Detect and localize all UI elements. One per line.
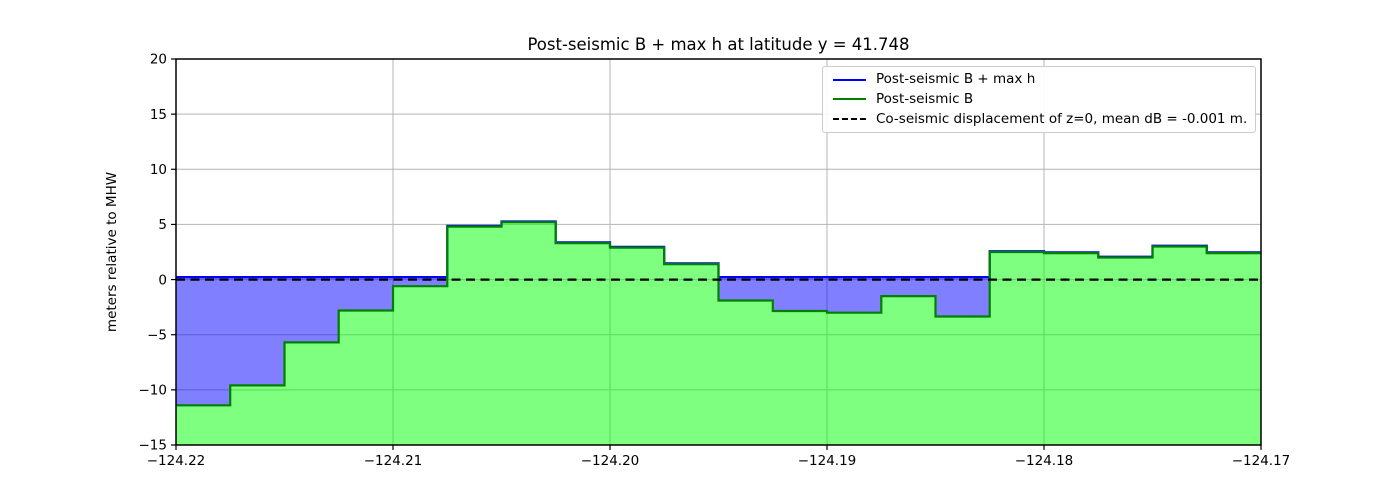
svg-text:−124.22: −124.22 <box>147 453 206 469</box>
svg-text:−124.18: −124.18 <box>1015 453 1074 469</box>
legend-row-coseismic: Co-seismic displacement of z=0, mean dB … <box>833 110 1248 127</box>
post-seismic-b-line <box>176 221 1261 407</box>
legend-label-coseismic: Co-seismic displacement of z=0, mean dB … <box>876 110 1248 127</box>
legend-line-sample-blue <box>833 78 866 81</box>
legend-line-sample-green <box>833 98 866 101</box>
svg-text:−124.20: −124.20 <box>581 453 640 469</box>
svg-text:−5: −5 <box>147 327 167 343</box>
svg-text:5: 5 <box>158 217 167 233</box>
svg-text:20: 20 <box>150 52 167 68</box>
svg-text:−10: −10 <box>139 383 168 399</box>
legend-label-b: Post-seismic B <box>876 90 974 107</box>
svg-text:−15: −15 <box>139 438 168 454</box>
legend-label-b-plus-h: Post-seismic B + max h <box>876 71 1036 88</box>
chart-title: Post-seismic B + max h at latitude y = 4… <box>527 35 910 54</box>
y-axis-label: meters relative to MHW <box>104 171 120 333</box>
svg-text:10: 10 <box>150 162 167 178</box>
legend-row-b: Post-seismic B <box>833 90 1245 107</box>
legend: Post-seismic B + max h Post-seismic B Co… <box>822 66 1256 133</box>
plot-border <box>175 58 1262 446</box>
x-axis-ticks: −124.22 −124.21 −124.20 −124.19 −124.18 −124.… <box>147 445 1291 469</box>
y-axis-ticks: 20 15 10 5 0 −5 −10 −15 <box>139 52 176 454</box>
svg-text:0: 0 <box>158 272 167 288</box>
legend-row-b-plus-h: Post-seismic B + max h <box>833 72 1245 87</box>
svg-text:−124.17: −124.17 <box>1232 453 1291 469</box>
svg-text:15: 15 <box>150 107 167 123</box>
svg-text:−124.19: −124.19 <box>798 453 857 469</box>
legend-line-sample-dashed <box>833 118 866 121</box>
svg-text:−124.21: −124.21 <box>364 453 423 469</box>
